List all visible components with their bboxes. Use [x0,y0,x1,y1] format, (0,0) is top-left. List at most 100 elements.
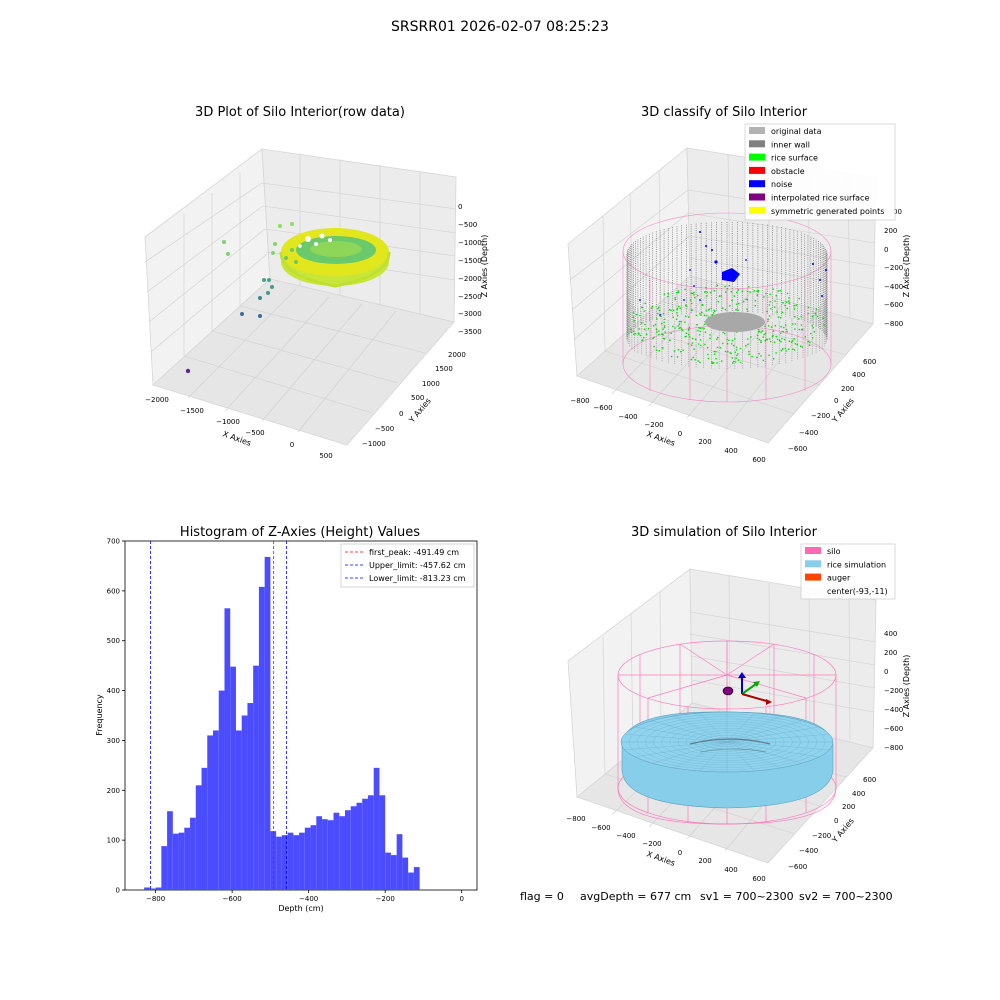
rice-point [814,312,816,315]
rice-point [772,288,774,290]
rice-point [737,309,739,311]
rice-point [662,347,664,349]
histogram-bar [281,835,288,890]
z-tick-label: −800 [884,744,903,752]
x-tick-label: −600 [223,895,242,903]
rice-point [699,361,701,364]
rice-point [693,294,695,296]
rice-point [676,356,679,358]
rice-point [698,326,700,329]
z-tick-label: −2500 [458,293,482,301]
rice-point [677,325,679,327]
z-tick-label: 0 [884,246,888,254]
legend-label: rice surface [771,154,818,163]
rice-point [729,305,731,307]
rice-point [639,334,642,337]
rice-point [670,309,672,312]
rice-point [741,290,744,293]
rice-point [706,295,708,297]
sv2-text: sv2 = 700~2300 [799,890,893,903]
rice-point [775,335,778,338]
rice-point [630,331,633,334]
rice-point [758,330,761,333]
rice-point [774,300,776,302]
rice-point [751,355,753,358]
histogram-bar [264,556,271,890]
rice-point [699,327,701,330]
rice-point [678,320,681,323]
histogram-bars [144,556,420,890]
y-tick-label: −200 [811,412,830,420]
simulation-legend: silo rice simulation auger center(-93,-11) [800,543,896,600]
histogram-title: Histogram of Z-Axies (Height) Values [180,525,420,540]
mesh-spoke [726,741,819,758]
rice-point [677,291,679,294]
rice-point [728,339,730,342]
simulation-z-axis-label: Z Axies (Depth) [902,655,911,718]
rice-point [756,334,759,337]
rice-point [675,318,678,321]
rice-point [742,300,745,303]
rice-point [777,316,780,318]
rice-point [693,291,695,294]
rice-point [672,325,674,328]
histogram-bar [316,816,323,890]
legend-label: rice simulation [827,560,886,569]
rice-point [674,298,677,301]
histogram-bar [402,857,409,890]
histogram-bar [172,833,179,890]
rice-point [760,331,762,334]
x-tick-label: 0 [459,895,463,903]
rice-point [745,298,747,301]
rice-point [658,333,660,336]
rice-point [768,338,771,340]
y-tick-label: 600 [863,776,876,784]
rice-point [679,350,682,353]
z-tick-label: 200 [884,227,897,235]
rice-point [793,308,796,310]
figure-suptitle: SRSRR01 2026-02-07 08:25:23 [391,19,609,35]
rice-point [776,311,778,313]
x-tick-label: −600 [591,824,610,832]
rice-point [773,306,776,308]
rice-point [632,312,635,314]
rice-point [730,352,732,355]
rice-point [756,290,758,293]
rice-point [653,345,655,348]
rice-point [699,312,701,315]
rice-point [710,307,712,310]
rice-point [687,343,690,345]
rice-point [716,284,719,287]
rice-point [724,332,726,335]
rice-point [681,329,684,332]
z-tick-label: 200 [884,649,897,657]
rice-point [730,290,733,293]
rice-point [757,328,760,331]
rice-point [769,293,771,296]
raw-data-3d-plot: 3D Plot of Silo Interior(row data) [144,105,489,460]
histogram-bar [207,735,213,890]
x-tick-label: −800 [146,895,165,903]
y-tick-labels: −600 −400 −200 0 200 400 600 [788,358,876,453]
rice-point [735,346,738,349]
y-tick-label: 200 [107,787,120,795]
rice-point [703,327,705,330]
z-tick-label: −200 [884,687,903,695]
y-tick-label: 600 [863,358,876,366]
rice-point [717,336,719,339]
rice-point [687,329,690,331]
z-tick-label: −400 [884,706,903,714]
rice-point [663,321,665,324]
histogram-bar [235,730,242,890]
rice-point [779,316,782,319]
rice-point [680,328,683,330]
rice-point [788,297,790,299]
rice-point [804,336,807,338]
rice-point [663,326,666,329]
rice-point [672,316,674,319]
rice-point [700,314,702,316]
rice-point [749,291,751,293]
histogram-bar [224,608,231,890]
x-tick-label: 0 [678,849,682,857]
rice-point [662,312,665,315]
